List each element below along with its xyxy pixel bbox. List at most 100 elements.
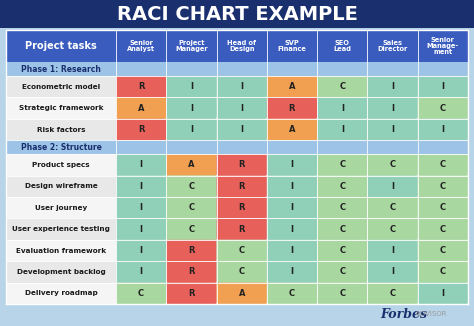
- FancyBboxPatch shape: [418, 283, 468, 304]
- FancyBboxPatch shape: [166, 154, 217, 176]
- FancyBboxPatch shape: [367, 240, 418, 261]
- Text: R: R: [138, 82, 145, 91]
- FancyBboxPatch shape: [217, 283, 267, 304]
- FancyBboxPatch shape: [166, 97, 217, 119]
- Text: Forbes: Forbes: [380, 307, 427, 320]
- FancyBboxPatch shape: [116, 197, 166, 218]
- Text: C: C: [339, 225, 346, 234]
- Text: Phase 2: Structure: Phase 2: Structure: [20, 143, 101, 152]
- FancyBboxPatch shape: [116, 218, 166, 240]
- Text: I: I: [140, 203, 143, 212]
- FancyBboxPatch shape: [267, 76, 317, 97]
- Text: Project
Manager: Project Manager: [175, 40, 208, 52]
- FancyBboxPatch shape: [367, 76, 418, 97]
- Text: I: I: [341, 104, 344, 112]
- Text: I: I: [391, 125, 394, 134]
- FancyBboxPatch shape: [317, 240, 367, 261]
- FancyBboxPatch shape: [166, 283, 217, 304]
- FancyBboxPatch shape: [418, 154, 468, 176]
- Text: C: C: [440, 160, 446, 170]
- FancyBboxPatch shape: [166, 197, 217, 218]
- Text: I: I: [140, 246, 143, 255]
- Text: A: A: [188, 160, 195, 170]
- Text: R: R: [238, 225, 245, 234]
- Bar: [267, 62, 317, 76]
- Text: I: I: [441, 289, 444, 298]
- Bar: [367, 62, 418, 76]
- FancyBboxPatch shape: [317, 218, 367, 240]
- Text: A: A: [289, 82, 295, 91]
- Text: C: C: [238, 267, 245, 276]
- Bar: [116, 62, 166, 76]
- Text: Evaluation framework: Evaluation framework: [16, 247, 106, 254]
- Text: I: I: [391, 246, 394, 255]
- Text: C: C: [289, 289, 295, 298]
- FancyBboxPatch shape: [267, 197, 317, 218]
- FancyBboxPatch shape: [217, 261, 267, 283]
- FancyBboxPatch shape: [317, 154, 367, 176]
- Bar: [367, 140, 418, 154]
- FancyBboxPatch shape: [317, 119, 367, 140]
- Text: C: C: [390, 225, 396, 234]
- FancyBboxPatch shape: [367, 154, 418, 176]
- Text: R: R: [188, 267, 195, 276]
- FancyBboxPatch shape: [267, 176, 317, 197]
- FancyBboxPatch shape: [267, 240, 317, 261]
- Text: I: I: [140, 225, 143, 234]
- Text: C: C: [440, 225, 446, 234]
- Text: I: I: [190, 104, 193, 112]
- Text: C: C: [188, 182, 194, 191]
- FancyBboxPatch shape: [217, 197, 267, 218]
- FancyBboxPatch shape: [217, 76, 267, 97]
- Text: I: I: [391, 104, 394, 112]
- FancyBboxPatch shape: [116, 261, 166, 283]
- FancyBboxPatch shape: [267, 283, 317, 304]
- Text: Senior
Manage-
ment: Senior Manage- ment: [427, 37, 459, 55]
- FancyBboxPatch shape: [418, 218, 468, 240]
- Text: Product specs: Product specs: [32, 162, 90, 168]
- Bar: [6, 176, 468, 197]
- Text: Senior
Analyst: Senior Analyst: [127, 40, 155, 52]
- FancyBboxPatch shape: [317, 97, 367, 119]
- Bar: [267, 140, 317, 154]
- FancyBboxPatch shape: [367, 197, 418, 218]
- Bar: [6, 197, 468, 218]
- Text: Head of
Design: Head of Design: [227, 40, 256, 52]
- FancyBboxPatch shape: [217, 97, 267, 119]
- Text: C: C: [440, 104, 446, 112]
- FancyBboxPatch shape: [116, 240, 166, 261]
- Text: C: C: [390, 160, 396, 170]
- FancyBboxPatch shape: [367, 176, 418, 197]
- Text: C: C: [339, 203, 346, 212]
- Text: SVP
Finance: SVP Finance: [278, 40, 306, 52]
- Text: I: I: [240, 104, 243, 112]
- FancyBboxPatch shape: [217, 240, 267, 261]
- Text: I: I: [391, 82, 394, 91]
- Text: C: C: [440, 182, 446, 191]
- Bar: [166, 62, 217, 76]
- Bar: [6, 62, 468, 76]
- Text: Phase 1: Research: Phase 1: Research: [21, 65, 101, 73]
- Text: C: C: [390, 203, 396, 212]
- Text: Delivery roadmap: Delivery roadmap: [25, 290, 97, 296]
- Bar: [0, 0, 474, 28]
- FancyBboxPatch shape: [418, 197, 468, 218]
- Text: User experience testing: User experience testing: [12, 226, 110, 232]
- Bar: [6, 154, 468, 176]
- Text: C: C: [339, 289, 346, 298]
- Text: I: I: [341, 125, 344, 134]
- Text: C: C: [339, 160, 346, 170]
- FancyBboxPatch shape: [267, 154, 317, 176]
- FancyBboxPatch shape: [418, 261, 468, 283]
- Text: R: R: [238, 160, 245, 170]
- Text: I: I: [391, 267, 394, 276]
- Text: I: I: [291, 160, 293, 170]
- FancyBboxPatch shape: [317, 76, 367, 97]
- Text: A: A: [238, 289, 245, 298]
- Text: C: C: [390, 289, 396, 298]
- Text: I: I: [291, 246, 293, 255]
- Text: I: I: [190, 82, 193, 91]
- Bar: [6, 30, 468, 62]
- FancyBboxPatch shape: [418, 176, 468, 197]
- FancyBboxPatch shape: [166, 261, 217, 283]
